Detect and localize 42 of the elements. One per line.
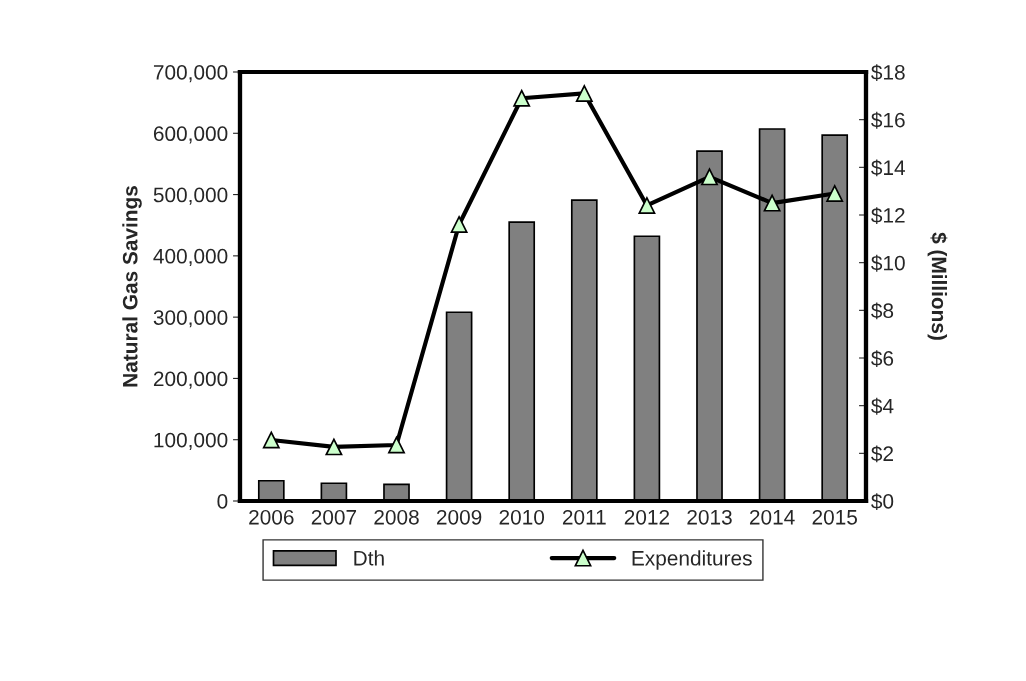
y-tick-label: 700,000 — [153, 65, 228, 83]
point — [450, 216, 468, 234]
y2-tick-label: $4 — [871, 397, 894, 415]
x-tick-label: 2006 — [249, 509, 294, 525]
x-tick-label: 2009 — [436, 509, 482, 525]
legend-label: Dth — [354, 550, 384, 566]
y2-tick-label: $6 — [871, 350, 894, 367]
x-tick-label: 2015 — [812, 509, 857, 525]
y2-tick-label: $12 — [871, 207, 905, 224]
y-tick-label: 0 — [217, 494, 228, 509]
point — [325, 438, 343, 456]
y-tick-label: 400,000 — [153, 248, 228, 267]
y-tick-label: 300,000 — [153, 310, 228, 328]
point — [262, 431, 280, 449]
point — [763, 194, 781, 212]
y-tick-label: 500,000 — [153, 187, 228, 205]
y2-tick-label: $2 — [871, 445, 893, 463]
y2-tick-label: $18 — [871, 64, 905, 81]
point — [575, 84, 593, 102]
y2-tick-label: $16 — [871, 111, 905, 129]
x-tick-label: 2007 — [311, 509, 357, 525]
y2-tick-label: $0 — [871, 493, 894, 510]
y-axis-title: Natural Gas Savings — [122, 186, 142, 387]
y-tick-label: 200,000 — [153, 371, 228, 389]
x-tick-label: 2013 — [687, 509, 732, 525]
point — [513, 89, 531, 107]
point — [638, 196, 656, 214]
y-tick-label: 100,000 — [154, 432, 228, 450]
legend-label: Expenditures — [632, 550, 752, 570]
y-tick-label: 600,000 — [153, 126, 228, 144]
x-tick-label: 2014 — [749, 509, 795, 525]
x-tick-label: 2011 — [562, 509, 606, 525]
x-tick-label: 2008 — [374, 509, 419, 525]
point — [701, 168, 718, 186]
y2-axis-title: $ (Millions) — [927, 232, 948, 340]
y2-tick-label: $10 — [871, 254, 905, 272]
y2-tick-label: $14 — [871, 159, 906, 177]
x-tick-label: 2012 — [624, 509, 670, 525]
point — [826, 185, 844, 203]
y2-tick-label: $8 — [871, 302, 894, 320]
point — [388, 436, 405, 454]
x-tick-label: 2010 — [499, 509, 545, 525]
